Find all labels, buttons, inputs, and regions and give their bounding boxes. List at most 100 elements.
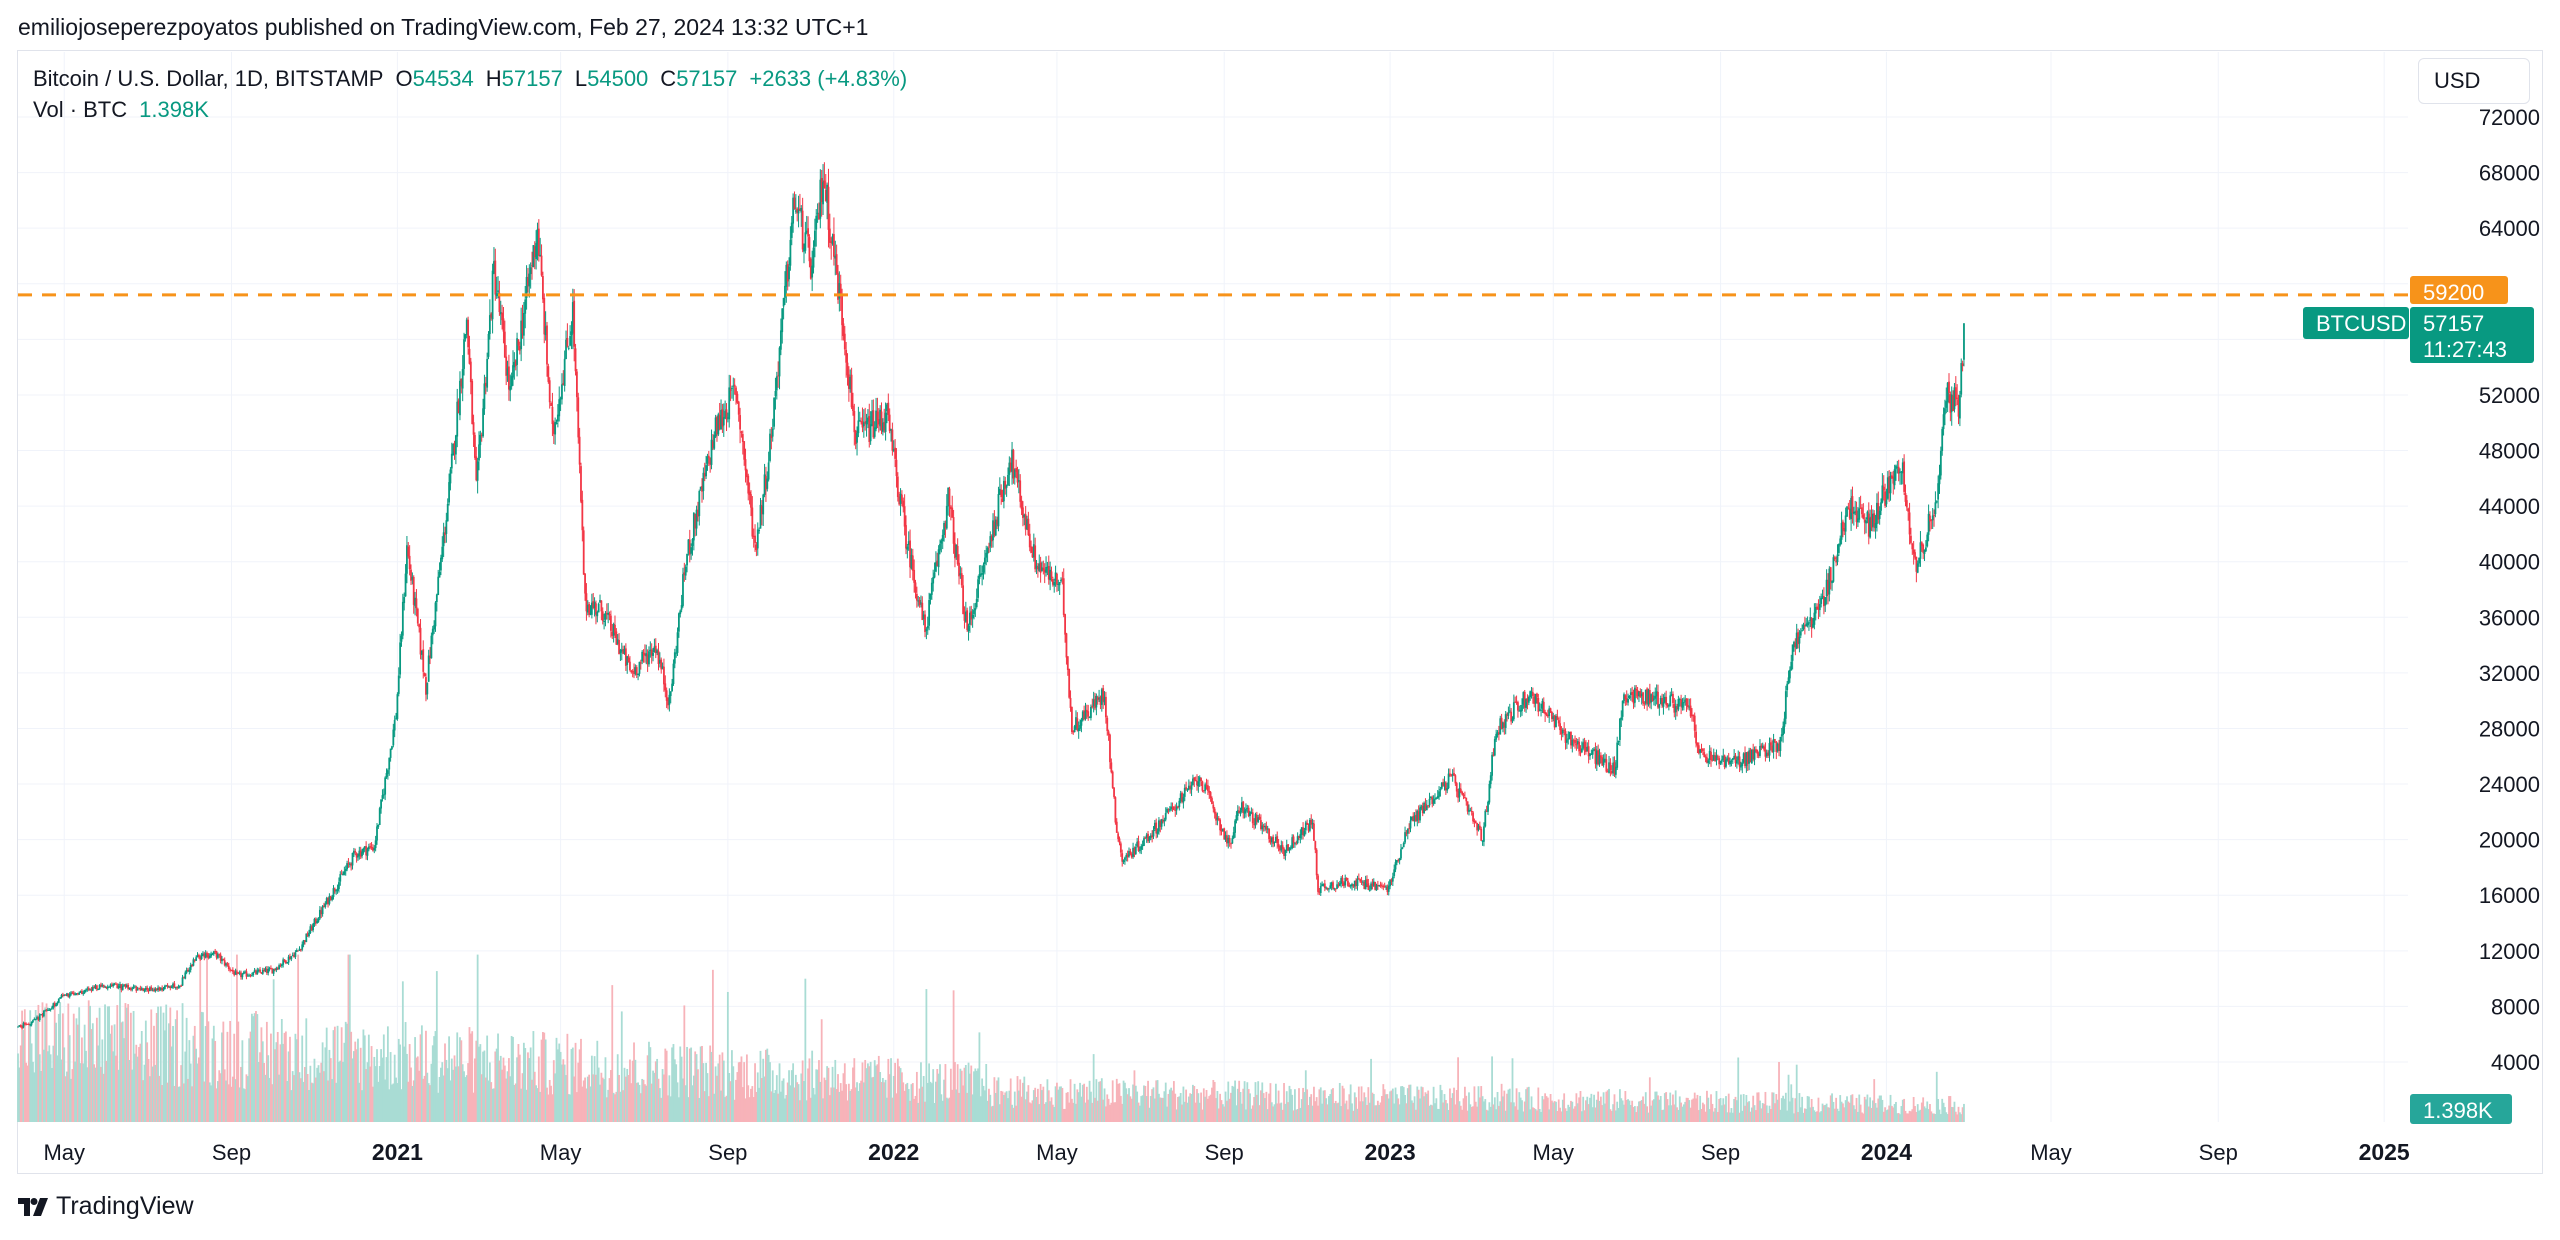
- candle-body[interactable]: [260, 972, 263, 974]
- candle-body[interactable]: [1903, 461, 1906, 492]
- candle-body[interactable]: [1730, 760, 1733, 762]
- candle-body[interactable]: [212, 951, 215, 955]
- candle-body[interactable]: [1786, 683, 1789, 691]
- candle-body[interactable]: [939, 543, 941, 551]
- candle-body[interactable]: [563, 358, 566, 386]
- candle-body[interactable]: [826, 184, 829, 203]
- candle-body[interactable]: [1070, 706, 1073, 732]
- candle-body[interactable]: [343, 871, 346, 875]
- candle-body[interactable]: [386, 770, 389, 774]
- candle-body[interactable]: [1092, 699, 1095, 707]
- candle-body[interactable]: [1856, 518, 1859, 523]
- candle-body[interactable]: [1398, 858, 1401, 861]
- candle-body[interactable]: [229, 969, 232, 971]
- candle-body[interactable]: [48, 1009, 51, 1011]
- candle-body[interactable]: [172, 983, 174, 987]
- candle-body[interactable]: [1476, 822, 1479, 831]
- candle-body[interactable]: [1167, 809, 1170, 811]
- candle-body[interactable]: [1636, 690, 1639, 697]
- candle-body[interactable]: [289, 956, 291, 960]
- candle-body[interactable]: [52, 1003, 55, 1008]
- candle-body[interactable]: [129, 988, 132, 990]
- candle-body[interactable]: [1190, 785, 1193, 790]
- candle-body[interactable]: [871, 411, 873, 425]
- candle-body[interactable]: [1604, 758, 1606, 760]
- candle-body[interactable]: [635, 667, 638, 675]
- candle-body[interactable]: [181, 977, 184, 986]
- candle-body[interactable]: [420, 650, 423, 655]
- candle-body[interactable]: [1417, 811, 1420, 820]
- candle-body[interactable]: [408, 555, 411, 570]
- candle-body[interactable]: [1930, 519, 1933, 521]
- candle-body[interactable]: [1076, 718, 1079, 731]
- candle-body[interactable]: [816, 212, 819, 214]
- candle-body[interactable]: [63, 994, 66, 996]
- candle-body[interactable]: [1613, 762, 1616, 774]
- candle-body[interactable]: [71, 992, 74, 994]
- candle-body[interactable]: [1262, 825, 1265, 828]
- candle-body[interactable]: [1658, 704, 1661, 708]
- candle-body[interactable]: [1228, 838, 1231, 843]
- candle-body[interactable]: [1345, 877, 1348, 881]
- candle-body[interactable]: [1801, 630, 1804, 632]
- candle-body[interactable]: [1628, 695, 1631, 699]
- candle-body[interactable]: [861, 421, 864, 428]
- candle-body[interactable]: [178, 985, 181, 987]
- candle-body[interactable]: [1850, 497, 1852, 520]
- candle-body[interactable]: [520, 320, 523, 350]
- candle-body[interactable]: [599, 600, 601, 603]
- candle-body[interactable]: [1246, 807, 1249, 809]
- candle-body[interactable]: [592, 601, 595, 608]
- candle-body[interactable]: [943, 523, 945, 536]
- candle-body[interactable]: [1518, 710, 1521, 712]
- candle-body[interactable]: [1041, 567, 1043, 572]
- candle-body[interactable]: [1054, 572, 1057, 581]
- candle-body[interactable]: [1700, 748, 1703, 750]
- candle-body[interactable]: [741, 434, 744, 442]
- candle-body[interactable]: [1020, 500, 1023, 510]
- candle-body[interactable]: [1511, 718, 1514, 721]
- candle-body[interactable]: [1099, 697, 1102, 705]
- candle-body[interactable]: [1625, 698, 1628, 703]
- candle-body[interactable]: [1688, 706, 1691, 708]
- candle-body[interactable]: [1272, 836, 1275, 844]
- candle-body[interactable]: [1181, 792, 1183, 802]
- candle-body[interactable]: [775, 376, 778, 391]
- candle-body[interactable]: [1197, 781, 1200, 787]
- candle-body[interactable]: [1806, 622, 1809, 626]
- candle-body[interactable]: [597, 603, 600, 613]
- candle-body[interactable]: [1935, 501, 1938, 503]
- candle-body[interactable]: [135, 986, 138, 991]
- candle-body[interactable]: [423, 672, 426, 677]
- candle-body[interactable]: [1107, 731, 1110, 735]
- candle-body[interactable]: [1749, 749, 1752, 763]
- candle-body[interactable]: [1389, 879, 1392, 887]
- candle-body[interactable]: [1489, 775, 1492, 785]
- candle-body[interactable]: [1152, 829, 1155, 837]
- candle-body[interactable]: [1419, 807, 1421, 821]
- candle-body[interactable]: [1572, 740, 1575, 742]
- candle-body[interactable]: [1861, 507, 1863, 515]
- candle-body[interactable]: [475, 456, 478, 481]
- candle-body[interactable]: [964, 611, 967, 622]
- candle-body[interactable]: [318, 909, 321, 919]
- candle-body[interactable]: [818, 213, 820, 220]
- candle-body[interactable]: [1677, 699, 1680, 710]
- candle-body[interactable]: [331, 896, 334, 900]
- candle-body[interactable]: [1088, 717, 1091, 719]
- candle-body[interactable]: [1251, 812, 1254, 824]
- candle-body[interactable]: [508, 366, 510, 390]
- candle-body[interactable]: [1004, 480, 1007, 489]
- candle-body[interactable]: [294, 952, 297, 957]
- candle-body[interactable]: [1737, 756, 1740, 761]
- candle-body[interactable]: [896, 476, 899, 498]
- candle-body[interactable]: [620, 649, 623, 652]
- candle-body[interactable]: [438, 571, 441, 578]
- candle-body[interactable]: [891, 429, 894, 451]
- candle-body[interactable]: [1488, 783, 1491, 803]
- candle-body[interactable]: [778, 347, 781, 377]
- candle-body[interactable]: [491, 270, 494, 320]
- candle-body[interactable]: [758, 530, 761, 532]
- candle-body[interactable]: [1822, 595, 1825, 607]
- candle-body[interactable]: [525, 276, 528, 299]
